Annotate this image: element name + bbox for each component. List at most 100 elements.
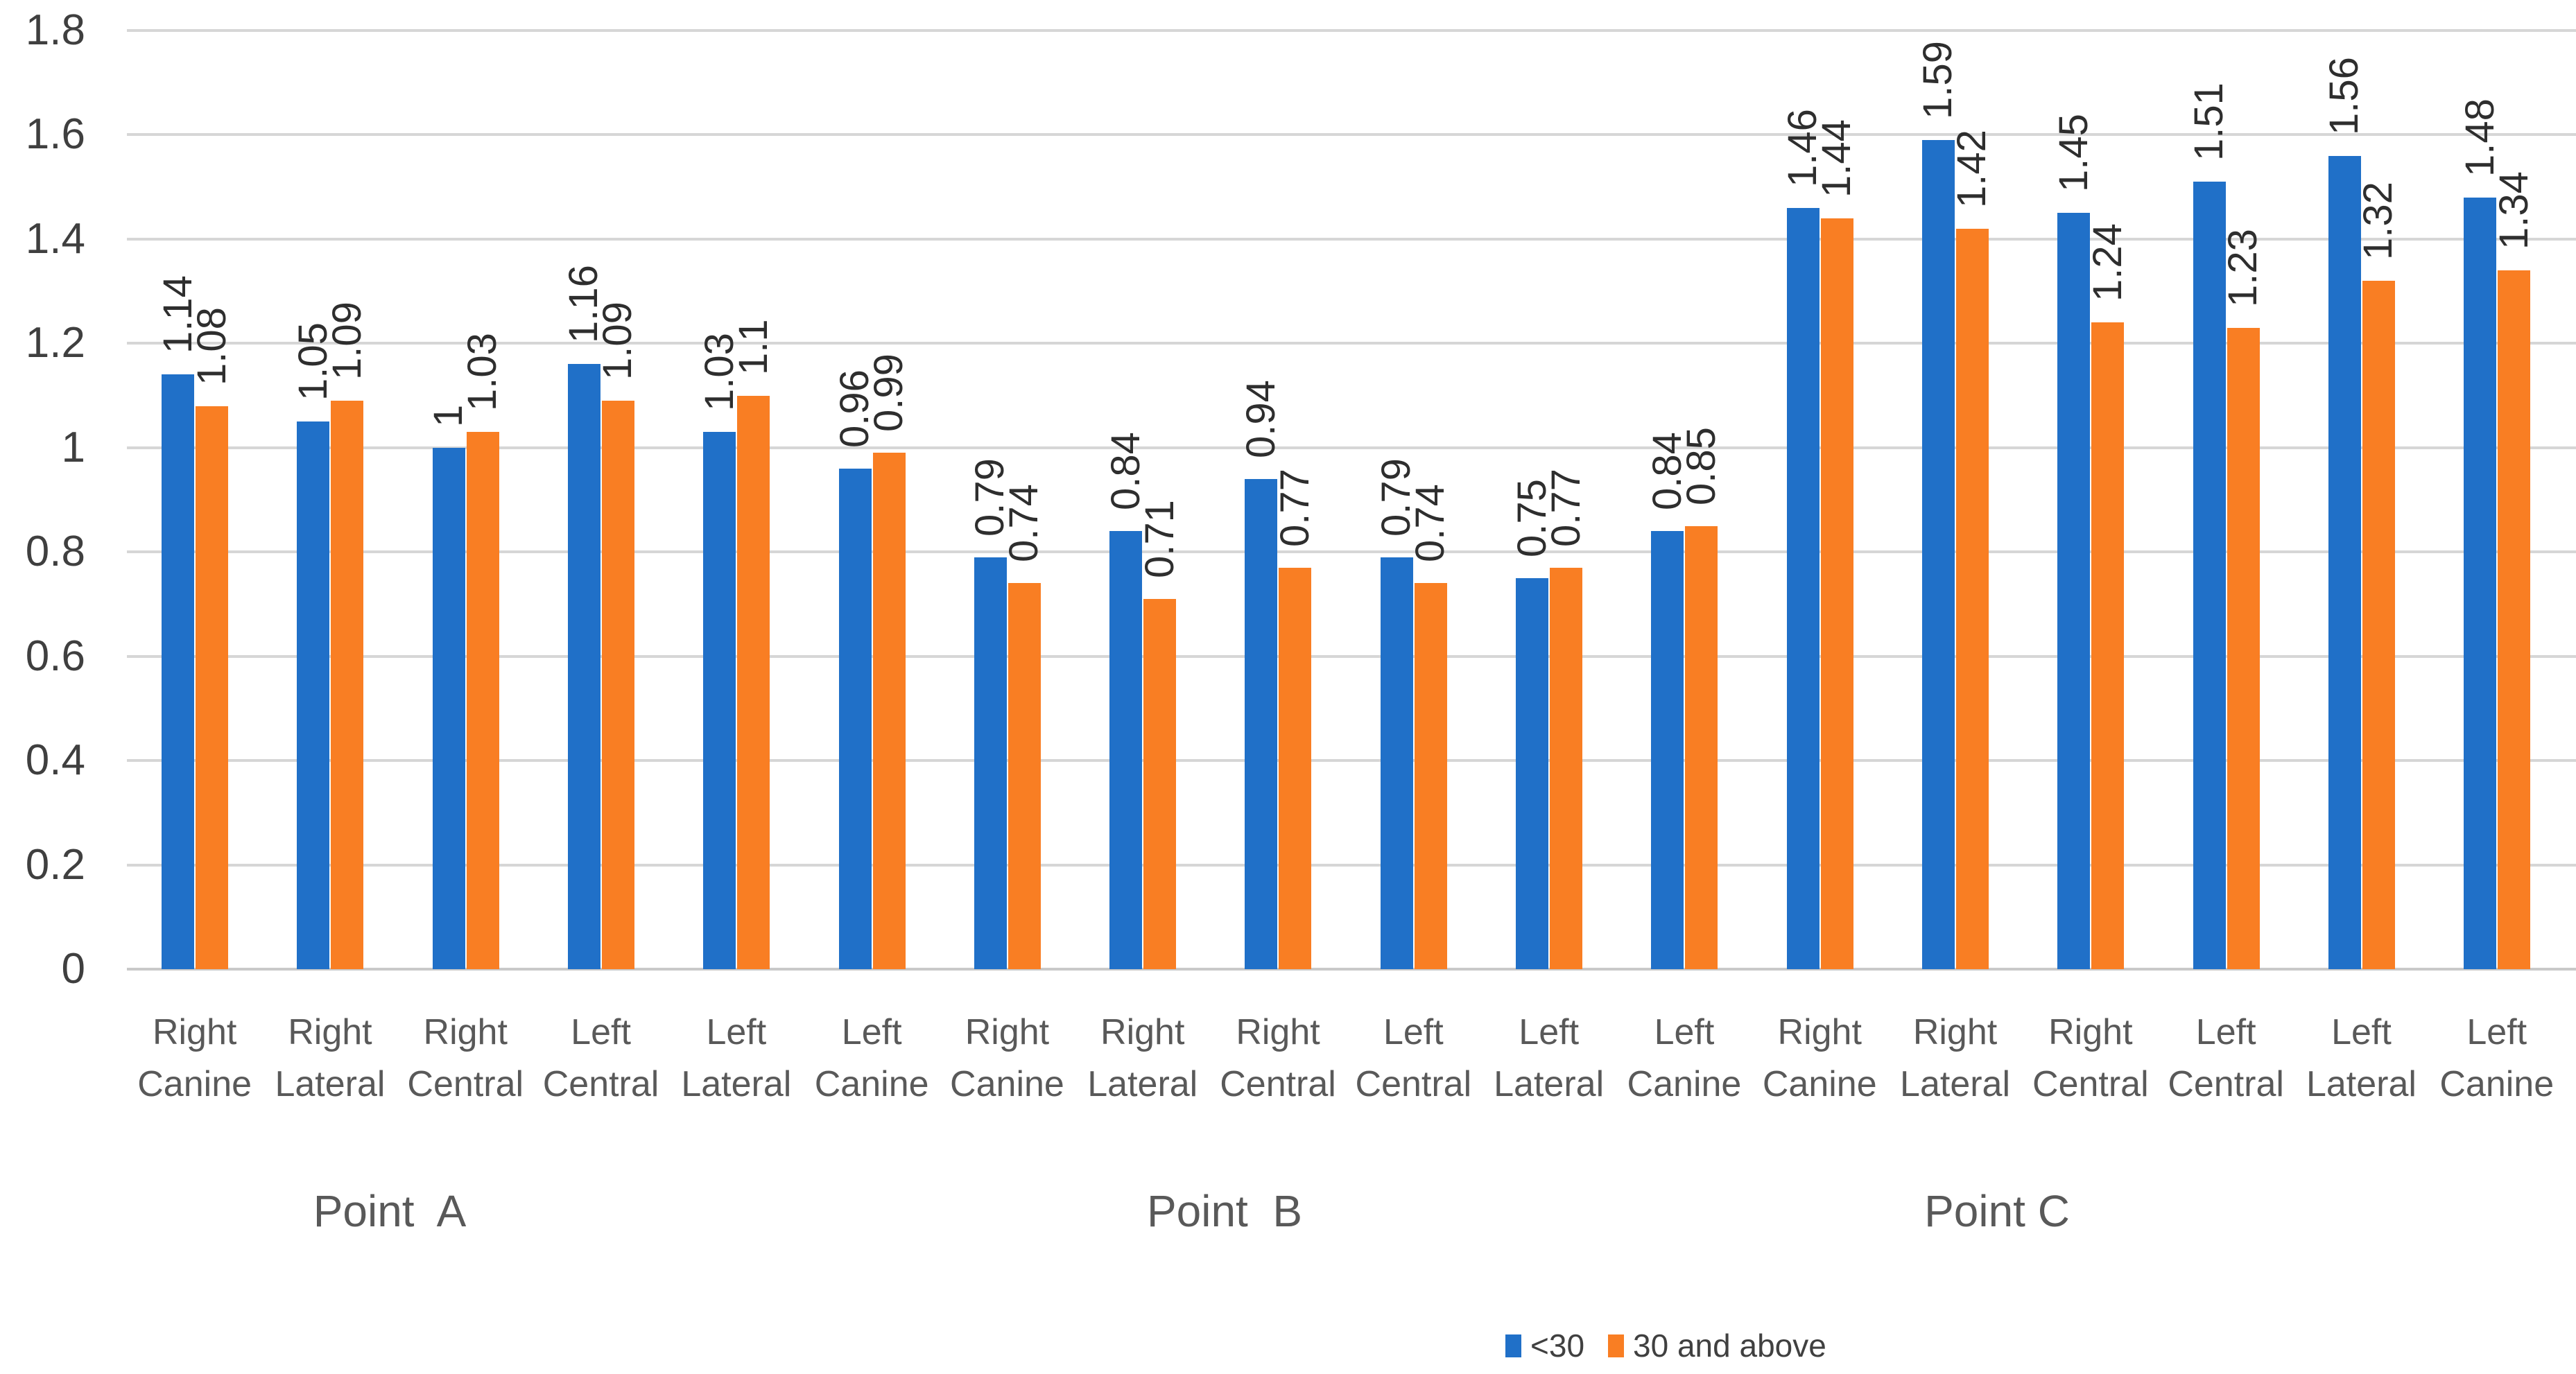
y-axis-tick-label: 0.8 [25,528,85,576]
y-axis-tick-label: 0.4 [25,736,85,785]
bar-30-and-above [2498,270,2531,969]
bar-30-and-above [331,401,364,969]
category-label-line2: Canine [137,1064,252,1104]
category-label: Right Central [398,1007,533,1111]
bar-under-30 [1109,531,1143,969]
category-label: Right Canine [127,1007,262,1111]
bar-under-30 [2057,213,2091,969]
category-label-line2: Lateral [681,1064,792,1104]
category-label-line1: Right [1777,1012,1862,1052]
bar-30-and-above [737,395,770,969]
gridline [127,342,2576,345]
y-axis-tick-label: 0.2 [25,840,85,889]
bar-under-30 [974,557,1007,969]
bar-value-label: 1.24 [2084,223,2130,302]
bar-30-and-above [196,406,228,969]
category-label: Left Canine [2429,1007,2564,1111]
bar-value-label: 1.09 [324,302,370,381]
category-label-line2: Central [1355,1064,1472,1104]
y-axis-tick-label: 0.6 [25,632,85,680]
category-label-line2: Central [2168,1064,2284,1104]
bar-value-label: 1.08 [189,306,234,385]
bar-value-label: 0.74 [1408,484,1453,563]
bar-30-and-above [1820,218,1853,969]
legend-marker-under-30-icon [1505,1334,1521,1357]
gridline [127,550,2576,554]
bar-under-30 [1245,478,1278,969]
bar-value-label: 0.71 [1136,500,1182,578]
bar-value-label: 0.94 [1238,380,1283,458]
bar-value-label: 1.09 [595,302,641,381]
category-label-line1: Right [288,1012,372,1052]
bar-value-label: 0.74 [1001,484,1047,563]
category-label: Left Central [2159,1007,2294,1111]
category-label-line2: Lateral [1494,1064,1605,1104]
category-label-line2: Canine [1627,1064,1742,1104]
category-label: Right Central [2023,1007,2158,1111]
bar-value-label: 1.45 [2050,114,2096,193]
bar-value-label: 0.84 [1103,432,1148,511]
gridline [127,759,2576,763]
category-label-line2: Canine [814,1064,929,1104]
category-label: Right Canine [940,1007,1075,1111]
category-label-line1: Left [2466,1012,2527,1052]
category-label-line2: Central [2032,1064,2149,1104]
bar-value-label: 1.23 [2220,228,2265,307]
y-axis-tick-label: 1.6 [25,110,85,159]
category-label-line2: Central [407,1064,524,1104]
category-label: Left Central [1346,1007,1481,1111]
bar-under-30 [1651,531,1684,969]
bar-under-30 [2464,197,2497,969]
y-axis-tick-label: 0 [61,945,85,993]
bar-30-and-above [1685,525,1718,969]
bar-30-and-above [466,432,499,969]
bar-30-and-above [2091,322,2125,969]
category-label-line1: Right [2048,1012,2133,1052]
gridline [127,654,2576,658]
bar-value-label: 1.42 [1949,129,1995,208]
category-label: Left Canine [804,1007,940,1111]
bar-30-and-above [1279,567,1312,969]
gridline [127,133,2576,137]
bar-30-and-above [2227,327,2260,969]
legend-item-under-30: <30 [1505,1328,1584,1363]
category-label: Left Lateral [2294,1007,2429,1111]
bar-30-and-above [1008,583,1041,969]
category-label-line1: Right [152,1012,237,1052]
bar-value-label: 0.77 [1272,468,1317,547]
category-label: Right Lateral [1887,1007,2023,1111]
group-label-point-b: Point B [1146,1186,1303,1236]
category-label-line2: Canine [2439,1064,2555,1104]
legend-item-30-and-above: 30 and above [1608,1328,1826,1363]
category-label-line2: Lateral [1900,1064,2011,1104]
bar-under-30 [838,468,872,969]
bar-under-30 [1786,207,1819,969]
category-label: Left Central [533,1007,668,1111]
category-label-line1: Left [1519,1012,1580,1052]
category-label: Right Lateral [1075,1007,1210,1111]
category-label-line1: Left [2195,1012,2256,1052]
bar-under-30 [567,364,600,969]
bar-value-label: 0.85 [1678,426,1724,505]
bar-under-30 [1516,577,1548,969]
category-label: Right Central [1210,1007,1345,1111]
gridline [127,863,2576,867]
bar-under-30 [1921,139,1955,969]
y-axis-tick-label: 1 [61,423,85,471]
bar-value-label: 1.48 [2457,98,2502,177]
bar-under-30 [2328,155,2361,969]
x-axis-line [127,968,2576,971]
category-label: Right Canine [1752,1007,1887,1111]
bar-under-30 [162,374,194,969]
gridline [127,237,2576,241]
bar-value-label: 1.44 [1814,119,1860,198]
legend: <30 30 and above [1505,1328,1826,1363]
group-label-point-a: Point A [313,1186,467,1236]
y-axis-tick-label: 1.8 [25,6,85,54]
bar-value-label: 1.56 [2322,56,2367,135]
bar-30-and-above [1955,228,1989,969]
category-label-line2: Lateral [275,1064,386,1104]
gridline [127,29,2576,32]
bar-30-and-above [1143,598,1177,969]
category-label-line1: Right [1100,1012,1185,1052]
